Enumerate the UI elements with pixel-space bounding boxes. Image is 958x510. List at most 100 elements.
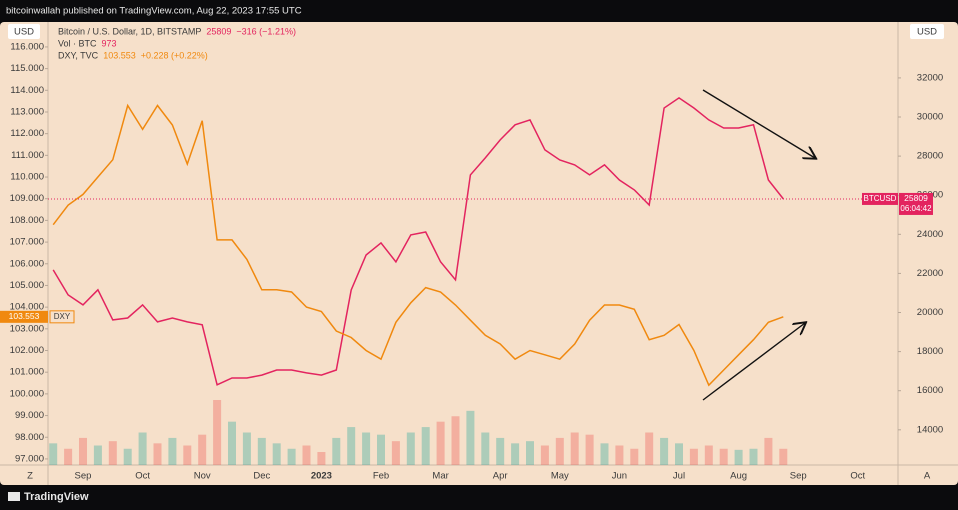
x-tick-label: Mar xyxy=(432,471,448,482)
y-tick-label: 18000 xyxy=(917,346,943,357)
y-tick-label: 104.000 xyxy=(10,302,44,313)
y-tick-label: 113.000 xyxy=(10,107,44,118)
currency-label: USD xyxy=(14,27,34,38)
legend-text: Vol · BTC xyxy=(58,38,97,48)
volume-bar xyxy=(362,432,371,465)
volume-bar xyxy=(287,448,296,465)
series-line xyxy=(52,96,784,386)
y-tick-label: 22000 xyxy=(917,268,943,279)
y-tick-label: 107.000 xyxy=(10,237,44,248)
y-tick-label: 115.000 xyxy=(10,63,44,74)
price-badge xyxy=(899,192,933,215)
volume-bar xyxy=(585,434,594,465)
volume-bar xyxy=(347,427,356,465)
y-tick-label: 111.000 xyxy=(11,150,44,161)
currency-label: USD xyxy=(917,27,937,38)
y-tick-label: 28000 xyxy=(917,151,943,162)
volume-bar xyxy=(213,400,222,465)
chart-panel xyxy=(0,22,958,485)
legend-text: Bitcoin / U.S. Dollar, 1D, BITSTAMP xyxy=(58,26,201,36)
x-tick-label: Nov xyxy=(194,471,211,482)
legend: Bitcoin / U.S. Dollar, 1D, BITSTAMP 25809… xyxy=(58,26,296,60)
y-tick-label: 20000 xyxy=(917,307,943,318)
legend-text: 973 xyxy=(102,38,117,48)
volume-bar xyxy=(123,448,132,465)
volume-bar xyxy=(436,421,445,465)
corner-button[interactable]: A xyxy=(924,471,931,482)
volume-bar xyxy=(704,445,713,465)
y-tick-label: 105.000 xyxy=(10,280,44,291)
volume-bar xyxy=(168,437,177,465)
volume-bar xyxy=(719,448,728,465)
price-badge xyxy=(49,310,75,324)
volume-bar xyxy=(93,445,102,465)
y-tick-label: 101.000 xyxy=(10,367,44,378)
y-tick-label: 24000 xyxy=(917,229,943,240)
volume-bar xyxy=(764,437,773,465)
badge-label: BTCUSD xyxy=(864,194,897,203)
y-tick-label: 32000 xyxy=(917,72,943,83)
x-tick-label: Sep xyxy=(790,471,807,482)
header: bitcoinwallah published on TradingView.c… xyxy=(6,6,302,17)
x-tick-label: Feb xyxy=(373,471,389,482)
volume-bar xyxy=(79,437,87,465)
volume-bar xyxy=(526,441,534,465)
volume-bar xyxy=(421,427,430,465)
volume-bar xyxy=(645,432,654,465)
volume-bar xyxy=(302,445,311,465)
x-tick-label: 2023 xyxy=(311,471,332,482)
logo-icon xyxy=(8,492,20,501)
y-tick-label: 98.000 xyxy=(15,432,44,443)
volume-bar xyxy=(675,443,683,465)
volume-bar xyxy=(391,441,400,465)
legend-text: +0.228 (+0.22%) xyxy=(141,50,208,60)
volume-bar xyxy=(198,434,207,465)
y-tick-label: 109.000 xyxy=(10,193,44,204)
x-tick-label: Oct xyxy=(135,471,150,482)
volume-bar xyxy=(615,445,624,465)
volume-bar xyxy=(377,434,385,465)
volume-bar xyxy=(466,410,475,465)
legend-text: 25809 xyxy=(206,26,231,36)
badge-countdown: 06:04:42 xyxy=(900,204,932,213)
volume-bar xyxy=(49,443,58,465)
currency-button[interactable] xyxy=(8,24,40,39)
volume-bar xyxy=(228,421,236,465)
x-tick-label: Dec xyxy=(253,471,270,482)
currency-button[interactable] xyxy=(910,24,944,39)
y-tick-label: 110.000 xyxy=(10,172,44,183)
volume-bar xyxy=(242,432,251,465)
price-badge xyxy=(862,192,898,205)
volume-bar xyxy=(183,445,192,465)
y-tick-label: 103.000 xyxy=(10,323,44,334)
volume-bar xyxy=(138,432,147,465)
volume-bar xyxy=(734,449,743,465)
volume-bar xyxy=(600,443,609,465)
badge-value: 25809 xyxy=(904,193,928,203)
legend-text: 103.553 xyxy=(103,50,136,60)
corner-button[interactable]: Z xyxy=(27,471,33,482)
y-tick-label: 99.000 xyxy=(15,410,44,421)
footer-text: TradingView xyxy=(24,491,89,503)
y-tick-label: 100.000 xyxy=(10,388,44,399)
volume-bar xyxy=(108,441,117,465)
trend-arrow xyxy=(702,89,815,158)
volume-bar xyxy=(317,452,326,465)
volume-bar xyxy=(406,432,415,465)
volume-bar xyxy=(272,443,281,465)
x-tick-label: Jul xyxy=(673,471,685,482)
y-tick-label: 114.000 xyxy=(10,85,44,96)
badge-value: 103.553 xyxy=(9,311,40,321)
y-tick-label: 16000 xyxy=(917,385,943,396)
volume-bar xyxy=(779,448,788,465)
volume-bar xyxy=(511,443,520,465)
trend-arrow xyxy=(702,323,805,401)
x-tick-label: Apr xyxy=(493,471,508,482)
volume-bar xyxy=(496,437,505,465)
volume-bar xyxy=(540,445,549,465)
footer-logo: TradingView xyxy=(8,491,89,503)
y-tick-label: 102.000 xyxy=(10,345,44,356)
volume-bar xyxy=(555,437,564,465)
